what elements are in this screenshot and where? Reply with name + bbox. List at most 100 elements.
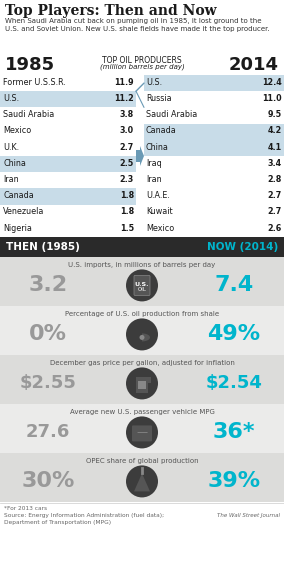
Text: 12.4: 12.4 — [262, 78, 282, 87]
Bar — [144, 124, 284, 140]
Bar — [0, 355, 284, 404]
Text: 49%: 49% — [207, 324, 260, 345]
Bar — [144, 189, 284, 204]
Text: 1985: 1985 — [5, 56, 55, 74]
Circle shape — [126, 368, 158, 399]
Text: Average new U.S. passenger vehicle MPG: Average new U.S. passenger vehicle MPG — [70, 409, 214, 415]
Bar — [0, 257, 284, 306]
Text: 11.9: 11.9 — [114, 78, 134, 87]
Circle shape — [126, 319, 158, 350]
Text: U.K.: U.K. — [3, 142, 19, 151]
Text: Iran: Iran — [146, 175, 162, 184]
Text: 27.6: 27.6 — [26, 423, 70, 441]
Bar — [0, 108, 136, 124]
Bar — [144, 221, 284, 237]
Text: 39%: 39% — [207, 471, 260, 491]
Text: —: — — [136, 427, 148, 437]
Text: OIL: OIL — [137, 287, 147, 292]
Text: 2.5: 2.5 — [120, 159, 134, 168]
FancyBboxPatch shape — [136, 377, 148, 394]
Polygon shape — [134, 473, 150, 491]
Text: 2014: 2014 — [229, 56, 279, 74]
Bar — [0, 204, 136, 221]
Text: Iraq: Iraq — [146, 159, 162, 168]
Polygon shape — [136, 146, 144, 166]
Text: Canada: Canada — [3, 191, 34, 200]
Text: THEN (1985): THEN (1985) — [6, 242, 80, 252]
Bar — [144, 204, 284, 221]
Bar — [0, 0, 284, 55]
Text: Mexico: Mexico — [146, 224, 174, 233]
Text: 7.4: 7.4 — [214, 275, 254, 296]
Text: Department of Transportation (MPG): Department of Transportation (MPG) — [4, 520, 111, 525]
Text: Saudi Arabia: Saudi Arabia — [146, 110, 197, 119]
Text: Iran: Iran — [3, 175, 19, 184]
Bar — [144, 108, 284, 124]
Text: NOW (2014): NOW (2014) — [207, 242, 278, 252]
Polygon shape — [142, 327, 150, 341]
Text: 4.2: 4.2 — [268, 126, 282, 135]
Circle shape — [126, 417, 158, 448]
Circle shape — [126, 270, 158, 301]
Bar — [0, 172, 136, 189]
Text: U.S.: U.S. — [135, 282, 149, 287]
Text: 2.3: 2.3 — [120, 175, 134, 184]
Text: China: China — [3, 159, 26, 168]
Text: $2.55: $2.55 — [20, 374, 76, 392]
Text: The Wall Street Journal: The Wall Street Journal — [217, 513, 280, 518]
Text: Top Players: Then and Now: Top Players: Then and Now — [5, 4, 217, 18]
Text: U.A.E.: U.A.E. — [146, 191, 170, 200]
Text: Percentage of U.S. oil production from shale: Percentage of U.S. oil production from s… — [65, 311, 219, 317]
Bar — [0, 237, 284, 257]
Text: 36*: 36* — [213, 422, 255, 443]
Text: 2.6: 2.6 — [268, 224, 282, 233]
Text: 0%: 0% — [29, 324, 67, 345]
Bar — [138, 381, 146, 390]
Text: 11.0: 11.0 — [262, 94, 282, 103]
Bar — [144, 91, 284, 108]
Bar — [0, 306, 284, 355]
Text: 1.8: 1.8 — [120, 191, 134, 200]
Text: Kuwait: Kuwait — [146, 207, 173, 216]
Text: Source: Energy Information Administration (fuel data);: Source: Energy Information Administratio… — [4, 513, 164, 518]
Text: Mexico: Mexico — [3, 126, 31, 135]
Text: 2.7: 2.7 — [120, 142, 134, 151]
Text: 4.1: 4.1 — [268, 142, 282, 151]
Text: Russia: Russia — [146, 94, 172, 103]
Text: 2.7: 2.7 — [268, 191, 282, 200]
Bar — [136, 75, 144, 237]
Bar — [0, 75, 284, 237]
Bar — [0, 502, 284, 563]
Text: 3.0: 3.0 — [120, 126, 134, 135]
Text: Canada: Canada — [146, 126, 177, 135]
FancyBboxPatch shape — [134, 275, 150, 296]
Text: China: China — [146, 142, 169, 151]
Text: 3.8: 3.8 — [120, 110, 134, 119]
Text: Venezuela: Venezuela — [3, 207, 44, 216]
Text: OPEC share of global production: OPEC share of global production — [86, 458, 198, 464]
Bar — [144, 75, 284, 91]
Text: December gas price per gallon, adjusted for inflation: December gas price per gallon, adjusted … — [50, 360, 234, 366]
Text: $2.54: $2.54 — [206, 374, 262, 392]
Text: U.S.: U.S. — [146, 78, 162, 87]
Text: Former U.S.S.R.: Former U.S.S.R. — [3, 78, 66, 87]
Bar — [0, 221, 136, 237]
Text: Nigeria: Nigeria — [3, 224, 32, 233]
Text: When Saudi Arabia cut back on pumping oil in 1985, it lost ground to the
U.S. an: When Saudi Arabia cut back on pumping oi… — [5, 18, 270, 33]
Text: (million barrels per day): (million barrels per day) — [100, 64, 184, 70]
Text: 2.7: 2.7 — [268, 207, 282, 216]
Bar — [144, 140, 284, 156]
Bar — [144, 172, 284, 189]
Text: 9.5: 9.5 — [268, 110, 282, 119]
Text: 2.8: 2.8 — [268, 175, 282, 184]
Text: 30%: 30% — [21, 471, 75, 491]
Text: Saudi Arabia: Saudi Arabia — [3, 110, 54, 119]
Text: 1.8: 1.8 — [120, 207, 134, 216]
Bar — [0, 140, 136, 156]
Circle shape — [139, 335, 145, 340]
Bar — [0, 55, 284, 75]
Text: TOP OIL PRODUCERS: TOP OIL PRODUCERS — [102, 56, 182, 65]
Bar — [0, 189, 136, 204]
Text: 1.5: 1.5 — [120, 224, 134, 233]
Bar — [144, 156, 284, 172]
